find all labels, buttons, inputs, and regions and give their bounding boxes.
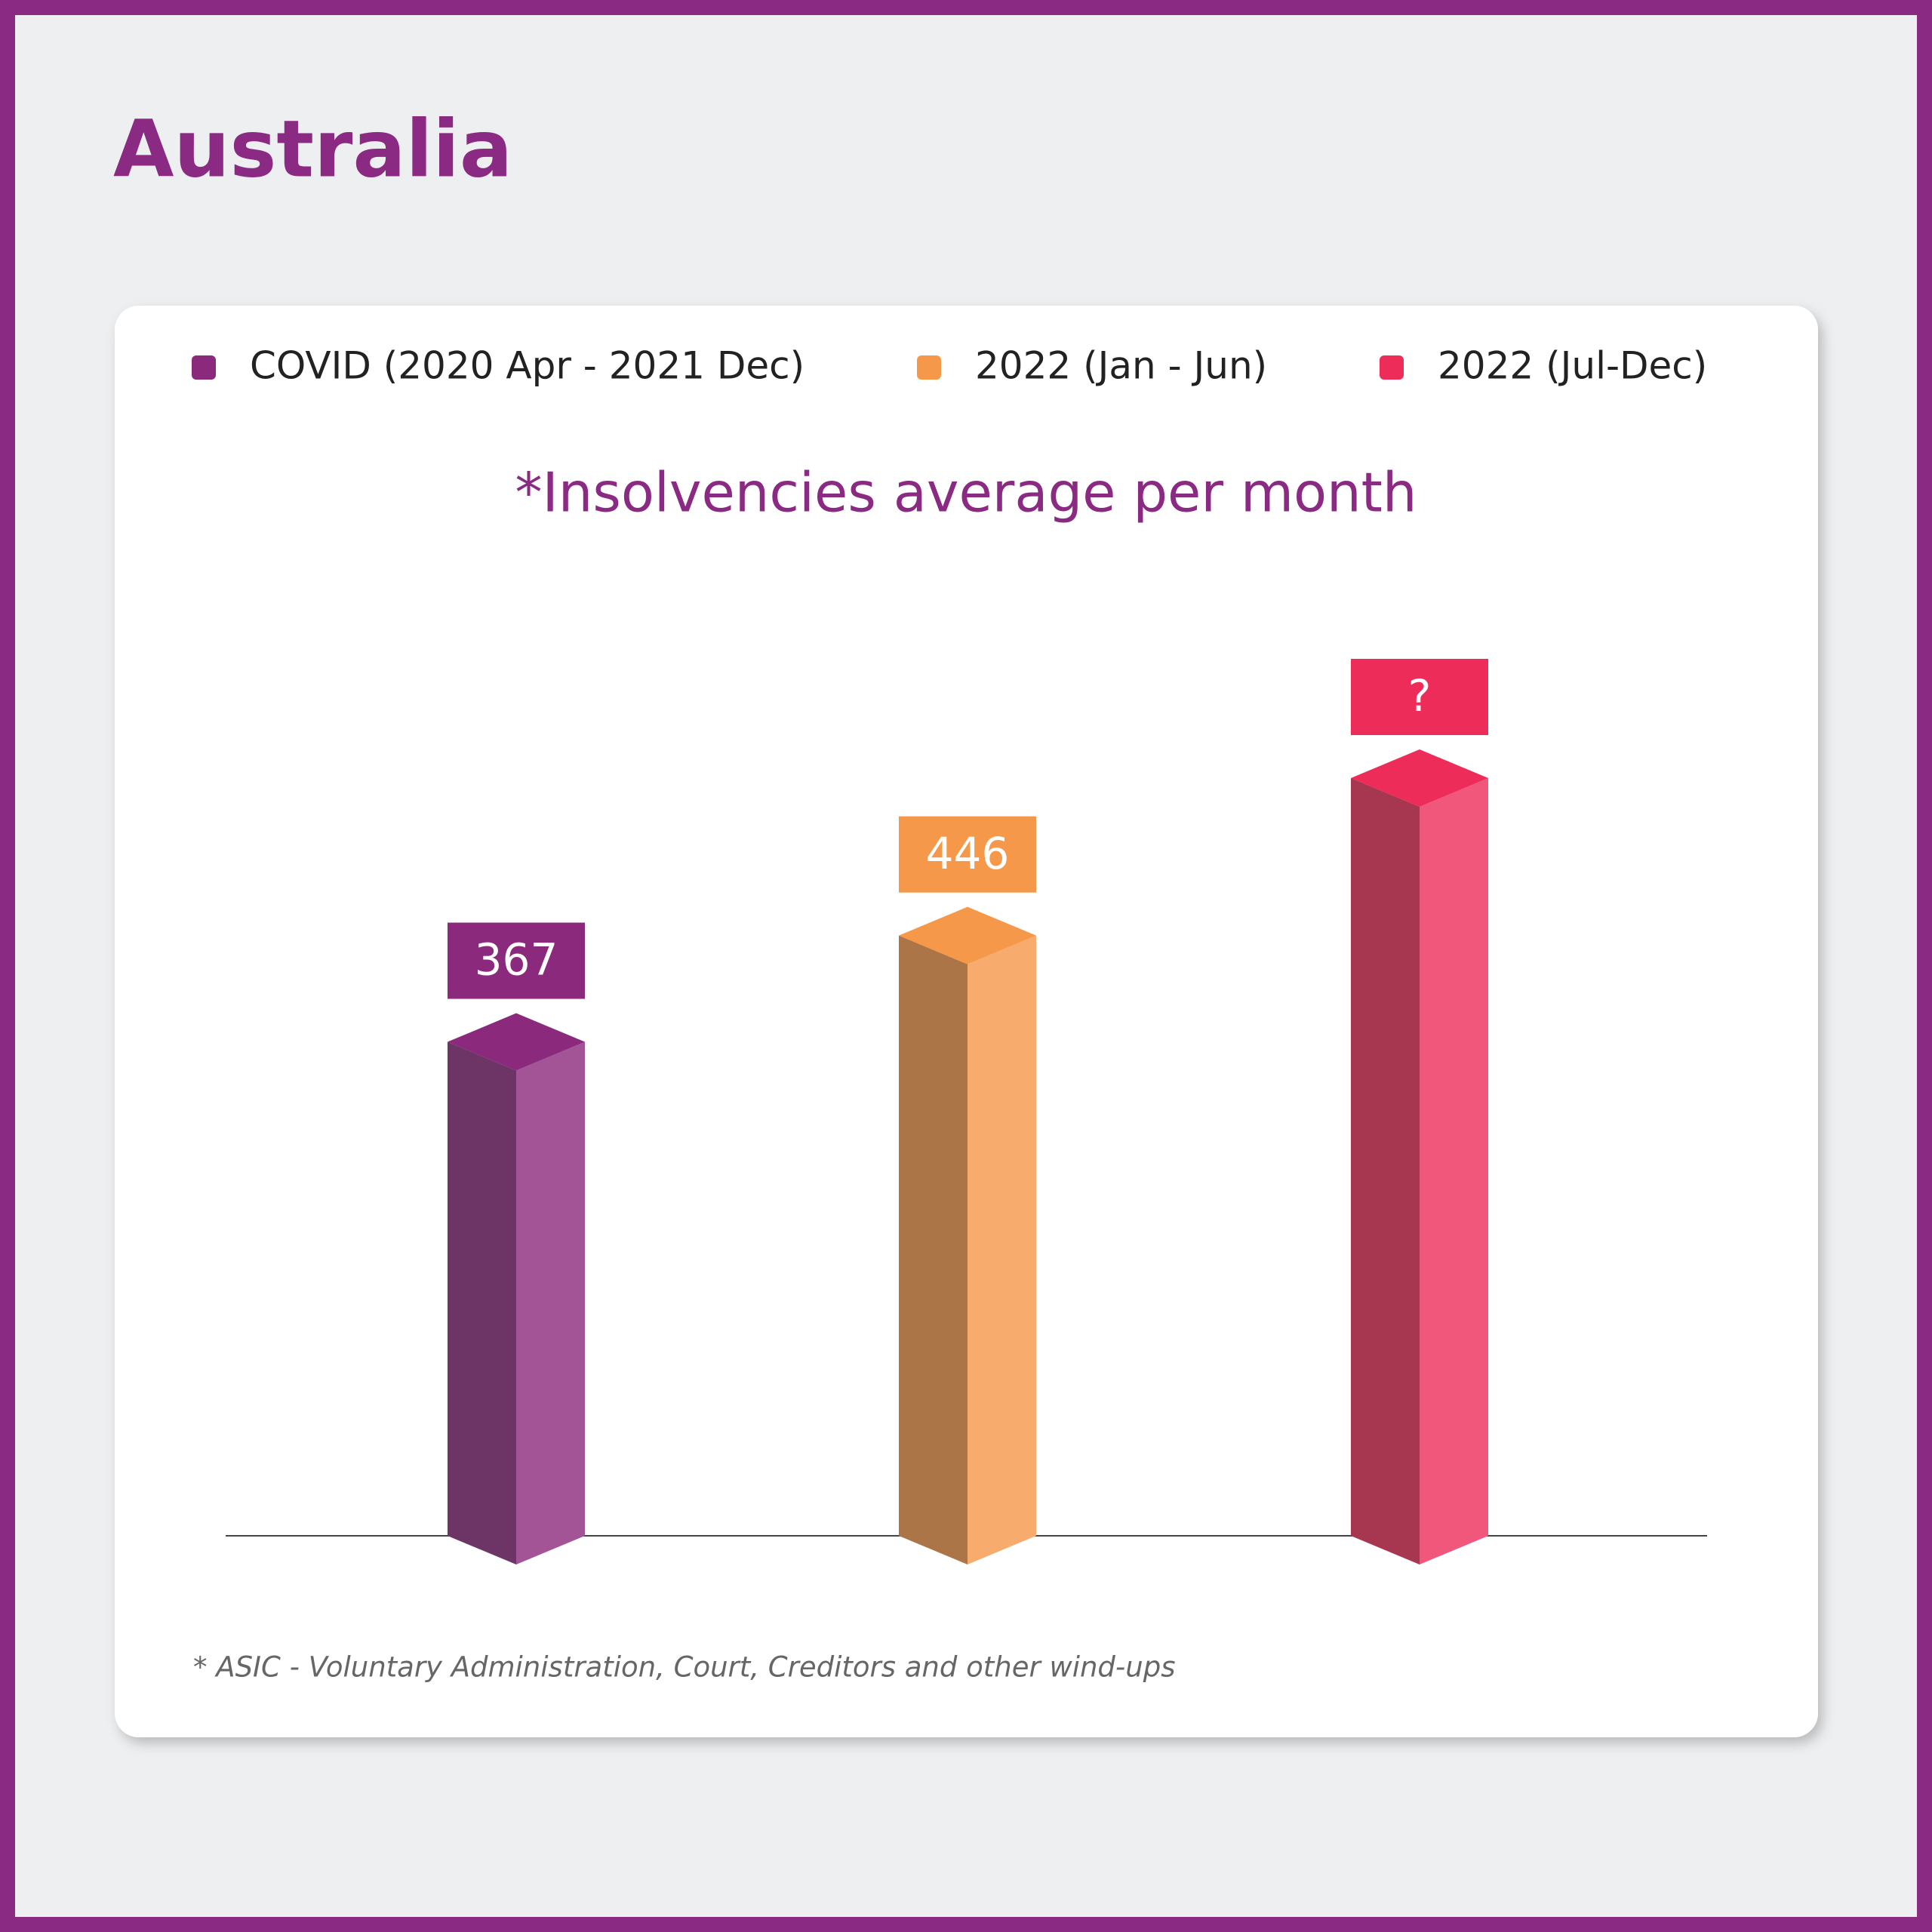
bar-left-shade [1351, 778, 1420, 1564]
value-label-box [899, 816, 1036, 893]
value-label-box [1351, 659, 1488, 735]
value-label: 367 [475, 934, 558, 986]
bar-left-shade [899, 935, 968, 1564]
footnote: * ASIC - Voluntary Administration, Court… [193, 1651, 1176, 1684]
bar-right-shade [1420, 778, 1488, 1564]
bar-top [899, 906, 1036, 964]
bar: 367 [448, 922, 585, 1564]
legend-marker [917, 355, 941, 380]
value-label: 446 [926, 828, 1010, 879]
bar-right-face [968, 935, 1036, 1564]
legend-marker [192, 355, 216, 380]
bar-right-shade [516, 1041, 585, 1564]
bar-right-shade [968, 935, 1036, 1564]
bar-left-face [448, 1041, 516, 1564]
legend-label: 2022 (Jul-Dec) [1438, 344, 1707, 388]
plot: 367 446? [448, 659, 1488, 1564]
bar-right-face [516, 1041, 585, 1564]
bar-left-face [899, 935, 968, 1564]
bar: 446 [899, 816, 1036, 1564]
chart-title: *Insolvencies average per month [515, 461, 1417, 525]
bar-right-face [1420, 778, 1488, 1564]
value-label: ? [1408, 670, 1432, 721]
legend-label: 2022 (Jan - Jun) [975, 344, 1267, 388]
bar-left-face [1351, 778, 1420, 1564]
bar-top [1351, 749, 1488, 807]
page-title: Australia [113, 103, 512, 195]
legend-marker [1380, 355, 1404, 380]
bar-left-shade [448, 1041, 516, 1564]
bar: ? [1351, 659, 1488, 1564]
value-label-box [448, 922, 585, 999]
legend-label: COVID (2020 Apr - 2021 Dec) [250, 344, 804, 388]
bar-top [448, 1013, 585, 1071]
